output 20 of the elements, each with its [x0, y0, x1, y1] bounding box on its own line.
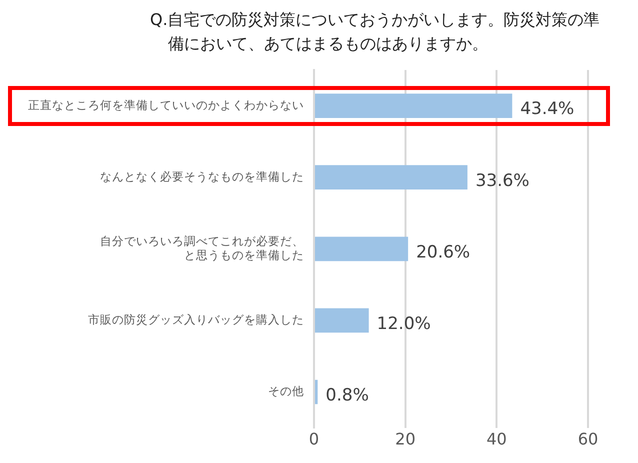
y-tick-label: なんとなく必要そうなものを準備した — [100, 169, 304, 184]
data-label: 20.6% — [416, 242, 470, 262]
y-tick-label: 市販の防災グッズ入りバッグを購入した — [88, 312, 304, 326]
y-tick-label: 正直なところ何を準備していいのかよくわからない — [28, 98, 304, 112]
data-label: 12.0% — [376, 314, 431, 334]
bar — [315, 380, 318, 404]
chart-title: Q.自宅での防災対策についておうかがいします。防災対策の準備において、あてはまるものはありますか。 — [150, 9, 601, 55]
data-label: 43.4% — [520, 99, 574, 120]
x-tick-label: 60 — [578, 430, 598, 449]
x-tick-label: 0 — [308, 430, 320, 449]
y-tick-label: その他 — [268, 384, 304, 398]
bar — [315, 236, 408, 262]
bar — [315, 94, 512, 118]
bar — [315, 308, 369, 333]
data-label: 33.6% — [475, 170, 530, 191]
y-tick-label: 自分でいろいろ調べてこれが必要だ、と思うものを準備した — [100, 234, 304, 262]
x-tick-label: 40 — [486, 430, 507, 449]
data-label: 0.8% — [326, 385, 369, 406]
x-tick-label: 20 — [395, 430, 416, 449]
bar — [315, 165, 468, 190]
